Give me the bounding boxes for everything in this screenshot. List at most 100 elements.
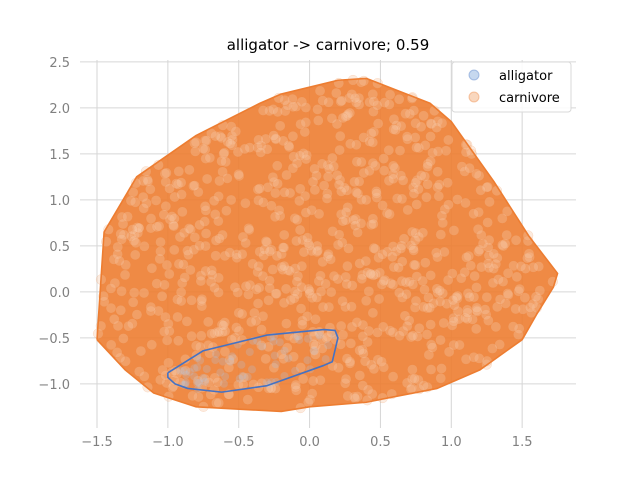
carnivore-point bbox=[243, 223, 254, 234]
carnivore-point bbox=[249, 307, 260, 319]
carnivore-point bbox=[250, 315, 262, 327]
carnivore-point bbox=[326, 113, 338, 124]
carnivore-point bbox=[206, 265, 217, 276]
carnivore-point bbox=[483, 234, 495, 246]
carnivore-point bbox=[261, 237, 273, 248]
carnivore-point bbox=[459, 312, 471, 323]
carnivore-point bbox=[280, 283, 292, 295]
carnivore-point bbox=[141, 197, 152, 209]
carnivore-point bbox=[153, 305, 164, 317]
carnivore-point bbox=[362, 384, 374, 396]
carnivore-point bbox=[497, 213, 508, 224]
carnivore-point bbox=[233, 170, 245, 182]
carnivore-point bbox=[269, 211, 281, 223]
carnivore-point bbox=[415, 121, 427, 133]
carnivore-point bbox=[157, 364, 168, 376]
carnivore-point bbox=[513, 323, 525, 334]
carnivore-point bbox=[282, 265, 294, 276]
carnivore-point bbox=[407, 279, 419, 290]
carnivore-point bbox=[108, 314, 120, 325]
carnivore-point bbox=[302, 237, 314, 249]
carnivore-point bbox=[297, 319, 308, 330]
carnivore-point bbox=[396, 256, 408, 267]
carnivore-point bbox=[451, 291, 462, 303]
carnivore-point bbox=[194, 219, 205, 231]
carnivore-point bbox=[397, 325, 409, 337]
alligator-point bbox=[228, 352, 237, 361]
carnivore-point bbox=[182, 245, 193, 257]
carnivore-point bbox=[145, 213, 157, 224]
carnivore-point bbox=[307, 375, 319, 387]
alligator-point bbox=[291, 366, 300, 375]
carnivore-point bbox=[272, 106, 283, 118]
carnivore-point bbox=[202, 316, 214, 328]
carnivore-point bbox=[311, 246, 323, 258]
carnivore-point bbox=[350, 97, 362, 108]
carnivore-point bbox=[511, 271, 523, 283]
alligator-point bbox=[193, 379, 202, 388]
carnivore-point bbox=[327, 152, 338, 164]
carnivore-point bbox=[192, 375, 204, 386]
carnivore-point bbox=[201, 135, 212, 146]
carnivore-point bbox=[344, 92, 355, 104]
y-tick-label: 2.5 bbox=[49, 56, 70, 71]
carnivore-point bbox=[435, 334, 446, 346]
carnivore-point bbox=[372, 118, 384, 129]
carnivore-point bbox=[137, 191, 149, 203]
carnivore-point bbox=[226, 140, 238, 151]
carnivore-point bbox=[431, 283, 443, 295]
carnivore-point bbox=[331, 169, 343, 181]
carnivore-point bbox=[434, 285, 446, 296]
carnivore-point bbox=[340, 271, 352, 283]
carnivore-point bbox=[120, 259, 131, 271]
carnivore-point bbox=[388, 160, 399, 172]
carnivore-point bbox=[510, 303, 521, 315]
carnivore-point bbox=[168, 220, 180, 232]
carnivore-point bbox=[341, 353, 353, 364]
carnivore-point bbox=[499, 238, 511, 249]
carnivore-point bbox=[387, 241, 399, 252]
x-tick-label: −1.0 bbox=[152, 435, 184, 450]
carnivore-point bbox=[379, 97, 390, 108]
carnivore-point bbox=[435, 372, 446, 384]
carnivore-point bbox=[456, 161, 468, 172]
carnivore-point bbox=[432, 181, 443, 193]
carnivore-point bbox=[185, 224, 196, 235]
carnivore-point bbox=[387, 251, 398, 262]
carnivore-point bbox=[494, 294, 506, 305]
carnivore-point bbox=[517, 304, 529, 315]
carnivore-point bbox=[291, 157, 303, 169]
carnivore-point bbox=[155, 374, 166, 386]
carnivore-point bbox=[315, 375, 326, 386]
alligator-point bbox=[247, 365, 256, 374]
carnivore-point bbox=[131, 309, 143, 320]
carnivore-point bbox=[166, 367, 178, 378]
y-tick-label: 2.0 bbox=[49, 102, 70, 117]
carnivore-point bbox=[309, 163, 320, 175]
carnivore-point bbox=[180, 365, 191, 376]
carnivore-point bbox=[216, 155, 227, 167]
carnivore-point bbox=[353, 99, 365, 110]
carnivore-point bbox=[407, 330, 419, 342]
carnivore-point bbox=[476, 261, 487, 273]
carnivore-point bbox=[358, 132, 369, 143]
carnivore-point bbox=[353, 92, 365, 104]
carnivore-point bbox=[410, 259, 421, 271]
x-tick-label: −0.5 bbox=[223, 435, 255, 450]
carnivore-point bbox=[400, 276, 412, 288]
carnivore-point bbox=[413, 231, 425, 243]
carnivore-point bbox=[378, 361, 389, 373]
carnivore-point bbox=[410, 177, 421, 188]
carnivore-point bbox=[366, 128, 377, 139]
carnivore-point bbox=[217, 229, 228, 241]
carnivore-point bbox=[145, 305, 157, 317]
carnivore-point bbox=[357, 344, 368, 355]
carnivore-point bbox=[426, 339, 437, 351]
carnivore-point bbox=[365, 268, 376, 280]
carnivore-point bbox=[384, 325, 396, 336]
carnivore-point bbox=[105, 302, 117, 314]
carnivore-point bbox=[482, 217, 493, 228]
x-tick-label: 1.0 bbox=[441, 435, 462, 450]
carnivore-point bbox=[323, 97, 334, 108]
carnivore-point bbox=[272, 178, 283, 189]
